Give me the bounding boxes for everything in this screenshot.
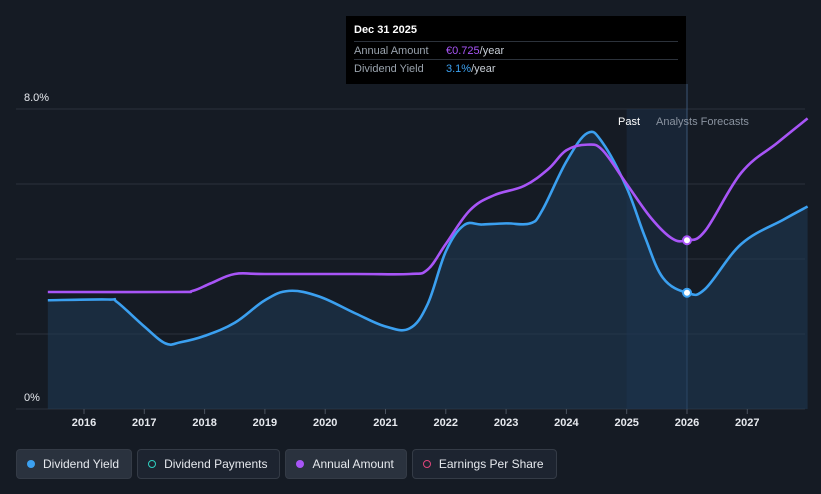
x-axis-ticks: 2016 2017 2018 2019 2020 2021 2022 2023 2024 2025… [72,409,760,429]
hollow-dot-icon [422,460,431,468]
legend-label: Annual Amount [312,457,394,471]
tooltip-value: 3.1% [446,63,472,75]
tooltip-unit: /year [471,63,496,75]
x-tick-label: 2023 [494,417,518,429]
x-tick-label: 2026 [675,417,699,429]
hollow-dot-icon [148,460,157,468]
tooltip-title: Dec 31 2025 [354,24,678,42]
x-tick-label: 2018 [192,417,216,429]
x-tick-label: 2020 [313,417,337,429]
past-label: Past [618,116,640,128]
x-tick-label: 2022 [434,417,458,429]
annual-amount-marker [682,235,692,246]
analysts-forecasts-label: Analysts Forecasts [656,116,749,128]
tooltip-value: €0.725 [446,45,480,57]
dividend-yield-line [47,130,809,346]
x-tick-label: 2016 [72,417,96,429]
dot-icon [296,460,305,468]
tooltip-label: Annual Amount [354,45,429,57]
legend-item-dividend-yield[interactable]: Dividend Yield [16,449,133,479]
x-tick-label: 2025 [614,417,638,429]
x-tick-label: 2021 [373,417,397,429]
dividend-yield-area [47,131,808,410]
legend-item-earnings-per-share[interactable]: Earnings Per Share [411,449,557,479]
series-layer [47,117,809,410]
legend-item-annual-amount[interactable]: Annual Amount [285,449,407,479]
x-tick-label: 2019 [253,417,277,429]
y-axis-max-label: 8.0% [24,92,49,104]
tooltip-unit: /year [479,45,505,57]
tooltip-row-annual-amount: Annual Amount €0.725 /year [354,42,678,60]
tooltip: Dec 31 2025 Annual Amount €0.725 /year D… [346,16,686,84]
y-axis-min-label: 0% [24,392,40,404]
dividend-yield-marker [682,287,692,298]
legend: Dividend Yield Dividend Payments Annual … [16,449,557,479]
annual-amount-line [47,117,809,294]
legend-item-dividend-payments[interactable]: Dividend Payments [137,449,281,479]
legend-label: Dividend Yield [43,457,120,471]
tooltip-label: Dividend Yield [354,63,424,75]
legend-label: Dividend Payments [164,457,268,471]
x-tick-label: 2027 [735,417,759,429]
marker-layer [682,235,692,298]
x-tick-label: 2024 [554,417,579,429]
tooltip-row-dividend-yield: Dividend Yield 3.1% /year [354,60,678,77]
x-tick-label: 2017 [132,417,156,429]
legend-label: Earnings Per Share [438,457,544,471]
dot-icon [27,460,35,468]
